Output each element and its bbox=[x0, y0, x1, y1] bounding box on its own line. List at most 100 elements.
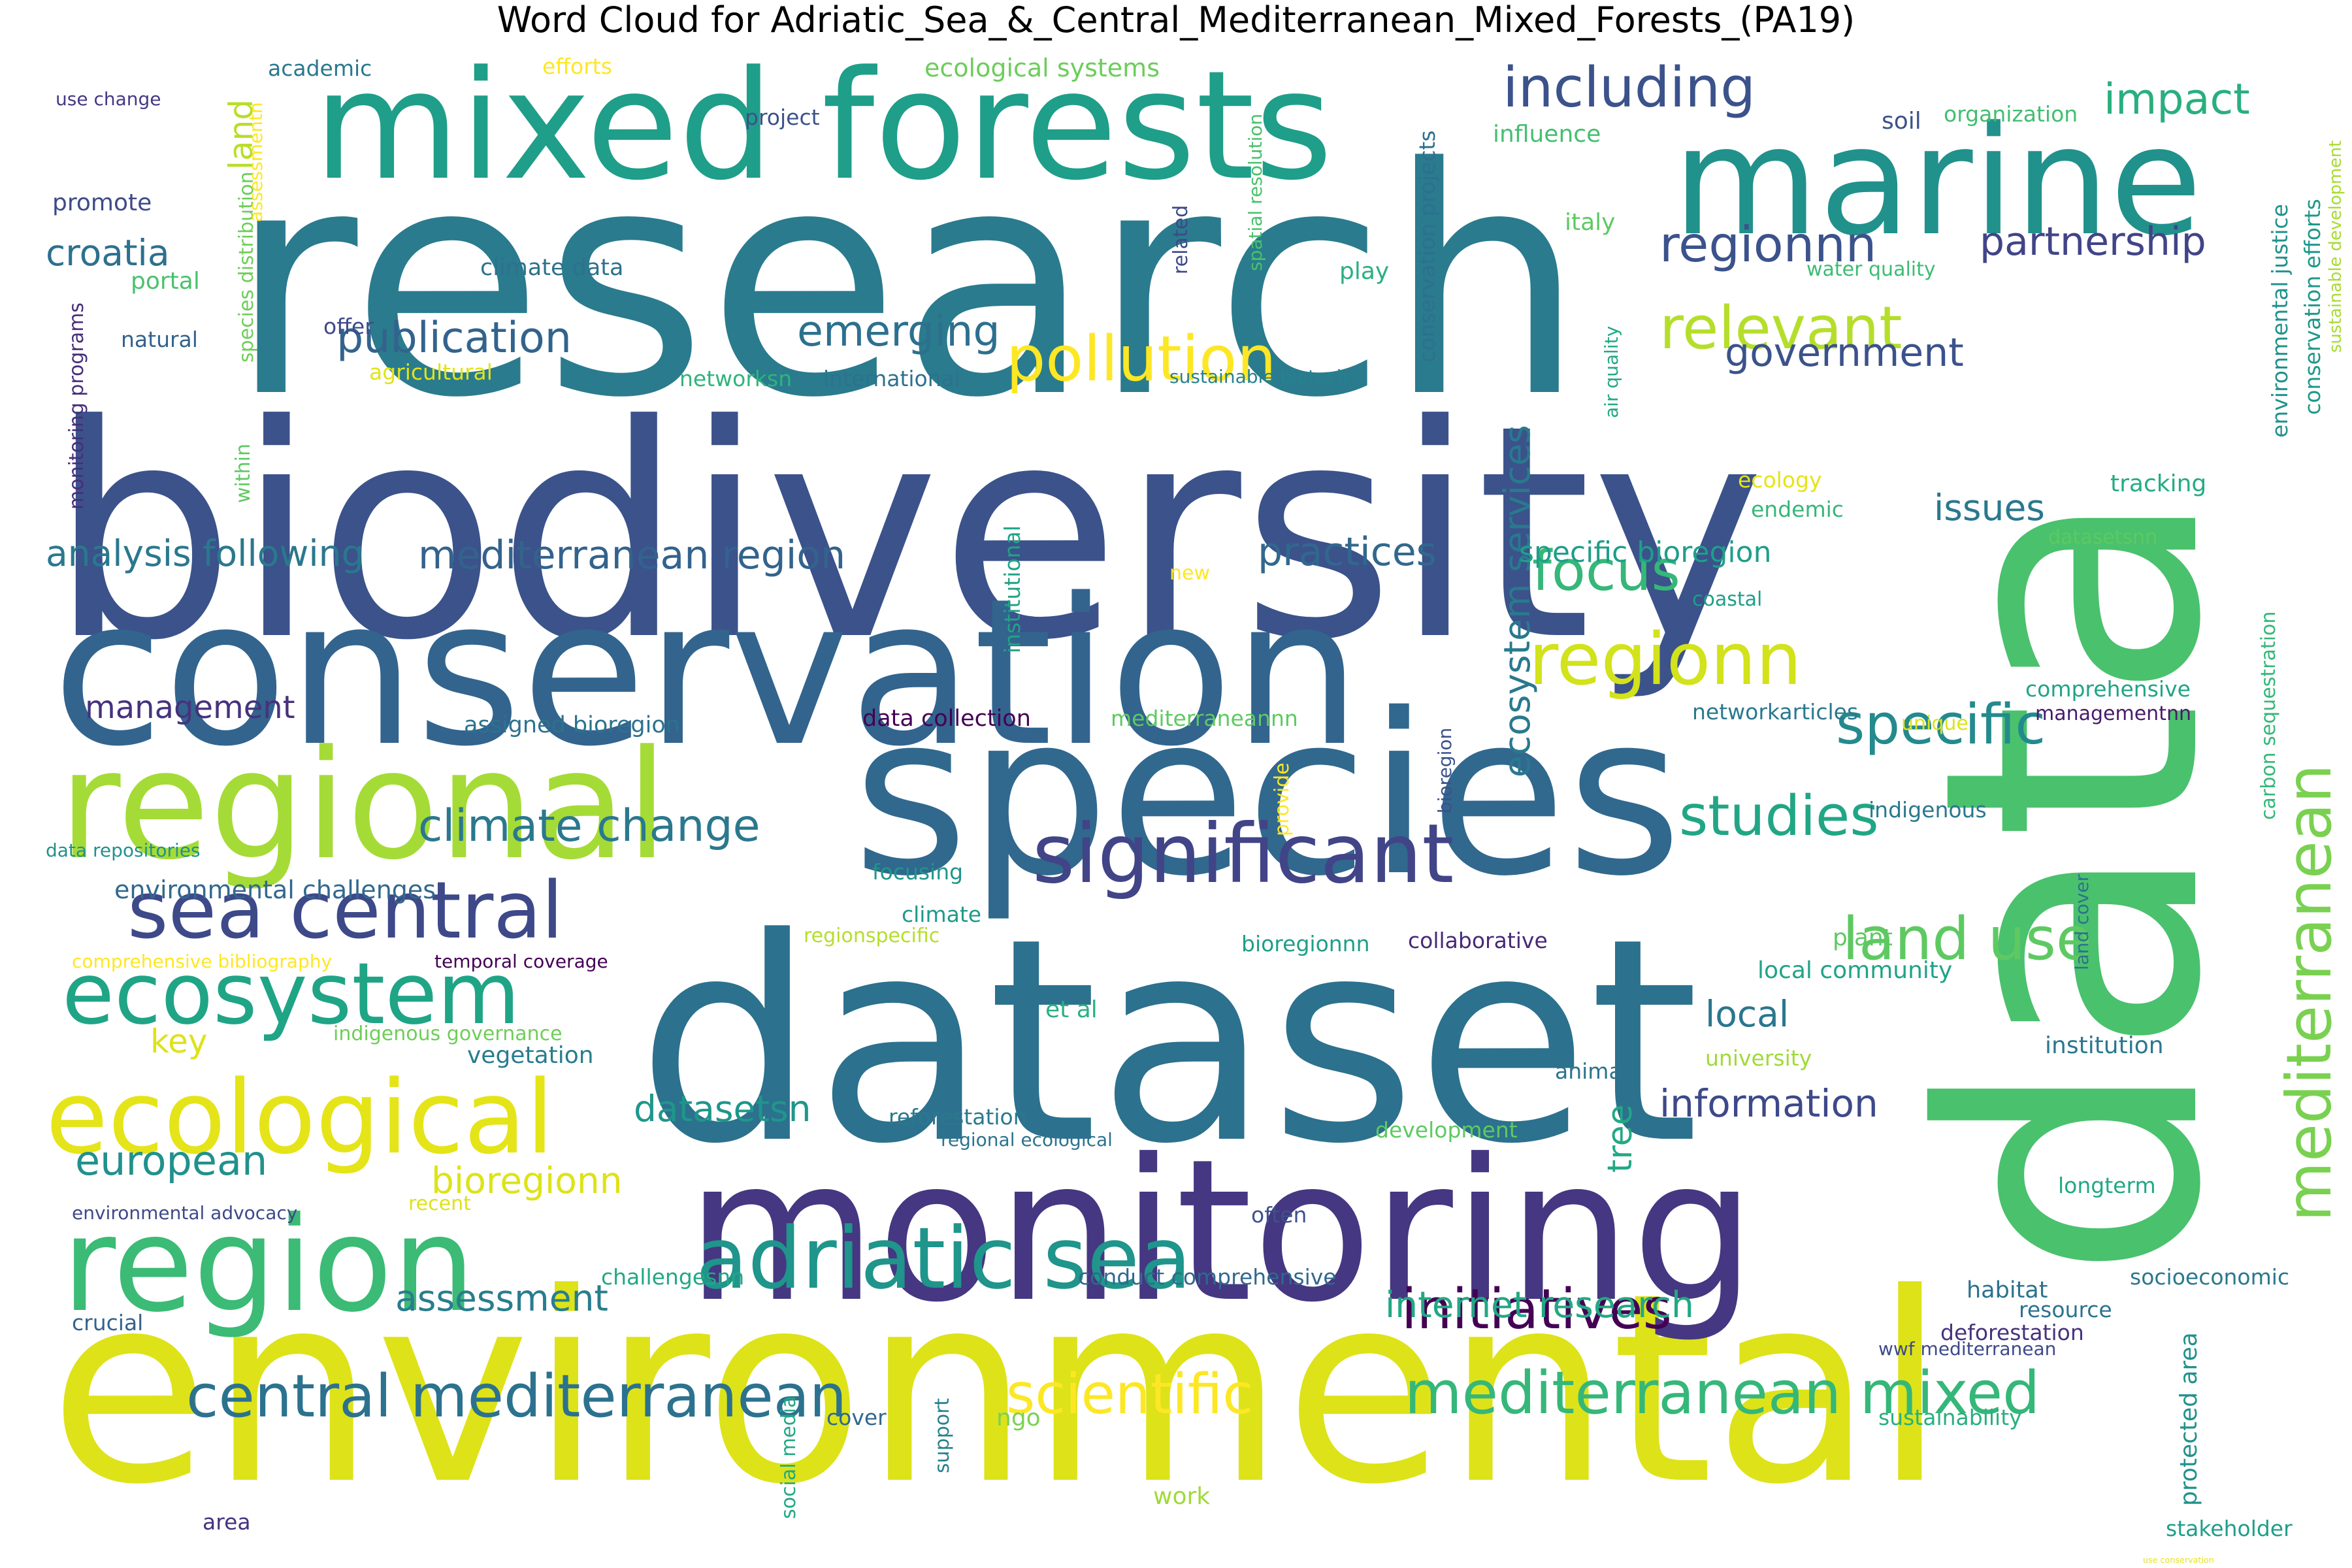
word-vegetation: vegetation bbox=[467, 1042, 594, 1069]
word-work: work bbox=[1153, 1483, 1210, 1510]
word-ecosystem: ecosystem bbox=[62, 944, 520, 1043]
word-conservation-efforts: conservation efforts bbox=[2300, 199, 2325, 415]
word-data-repositories: data repositories bbox=[46, 840, 201, 861]
word-local-community: local community bbox=[1757, 957, 1952, 984]
word-pollution: pollution bbox=[1006, 323, 1276, 395]
word-data: data bbox=[1869, 486, 2279, 1281]
word-impact: impact bbox=[2104, 75, 2250, 124]
word-significant: significant bbox=[1032, 807, 1454, 902]
word-use-change: use change bbox=[56, 88, 161, 110]
word-recent: recent bbox=[408, 1192, 471, 1215]
word-unique: unique bbox=[1901, 712, 1968, 735]
word-sustainable-development: sustainable development bbox=[2326, 140, 2345, 353]
word-sustainable-biotech: sustainable biotech bbox=[1169, 366, 1348, 387]
word-mediterraneannn: mediterraneannn bbox=[1111, 706, 1298, 731]
word-land: land bbox=[222, 99, 260, 170]
word-regionnn: regionnn bbox=[1659, 216, 1876, 273]
word-promote: promote bbox=[52, 189, 152, 216]
word-offer: offer bbox=[323, 314, 374, 339]
word-efforts: efforts bbox=[542, 54, 612, 79]
word-tree: tree bbox=[1601, 1104, 1640, 1173]
word-analysis-following: analysis following bbox=[46, 532, 364, 574]
word-networkarticles: networkarticles bbox=[1692, 699, 1858, 725]
word-adriatic-sea: adriatic sea bbox=[696, 1209, 1192, 1308]
word-ecological-systems: ecological systems bbox=[924, 54, 1160, 82]
word-studies: studies bbox=[1679, 784, 1879, 849]
word-issues: issues bbox=[1934, 487, 2045, 529]
word-publication: publication bbox=[336, 314, 572, 363]
word-management: management bbox=[85, 689, 295, 726]
word-assessment: assessment bbox=[395, 1277, 608, 1319]
word-natural: natural bbox=[121, 327, 198, 352]
word-sea-central: sea central bbox=[127, 866, 563, 956]
word-key: key bbox=[150, 1022, 208, 1060]
word-conservation-projects: conservation projects bbox=[1414, 131, 1440, 363]
word-university: university bbox=[1705, 1045, 1812, 1071]
word-species-distribution: species distribution bbox=[235, 171, 258, 363]
word-spatial-resolution: spatial resolution bbox=[1245, 114, 1266, 271]
word-local: local bbox=[1705, 993, 1789, 1035]
word-data-collection: data collection bbox=[862, 706, 1031, 732]
word-social-media: social media bbox=[777, 1396, 800, 1519]
word-dataset: dataset bbox=[637, 879, 1699, 1205]
word-land-cover: land cover bbox=[2071, 874, 2093, 970]
word-land-use: land use bbox=[1842, 905, 2092, 973]
word-animal: animal bbox=[1555, 1058, 1628, 1084]
word-central-mediterranean: central mediterranean bbox=[186, 1362, 847, 1431]
word-challengesnn: challengesnn bbox=[601, 1264, 744, 1290]
word-regional: regional bbox=[59, 719, 668, 893]
word-plant: plant bbox=[1833, 924, 1893, 951]
word-academic: academic bbox=[268, 56, 372, 81]
word-monitoring-programs: monitoring programs bbox=[65, 302, 88, 510]
word-longterm: longterm bbox=[2058, 1173, 2156, 1198]
word-marine: marine bbox=[1673, 95, 2202, 269]
word-environmental-advocacy: environmental advocacy bbox=[72, 1202, 297, 1224]
word-cover: cover bbox=[826, 1405, 887, 1430]
word-portal: portal bbox=[131, 268, 200, 295]
word-croatia: croatia bbox=[46, 232, 170, 274]
word-managementnn: managementnn bbox=[2035, 702, 2191, 725]
word-bioregionnn: bioregionnn bbox=[1241, 931, 1370, 956]
word-institutional: institutional bbox=[1000, 525, 1025, 653]
word-water-quality: water quality bbox=[1806, 258, 1936, 281]
word-environmental-justice: environmental justice bbox=[2267, 204, 2293, 438]
word-area: area bbox=[203, 1509, 251, 1535]
word-habitat: habitat bbox=[1967, 1277, 2048, 1303]
word-institution: institution bbox=[2045, 1032, 2164, 1059]
word-initiatives: initiatives bbox=[1401, 1277, 1672, 1342]
word-information: information bbox=[1659, 1081, 1878, 1126]
word-development: development bbox=[1375, 1117, 1518, 1143]
word-partnership: partnership bbox=[1980, 219, 2206, 265]
word-practices: practices bbox=[1258, 529, 1437, 575]
word-mediterranean-region: mediterranean region bbox=[418, 532, 845, 578]
word-carbon-sequestration: carbon sequestration bbox=[2257, 612, 2280, 820]
word-environmental-challenges: environmental challenges bbox=[114, 875, 436, 904]
word-sustainability: sustainability bbox=[1878, 1405, 2022, 1430]
word-influence: influence bbox=[1493, 121, 1601, 148]
word-mediterranean: mediterranean bbox=[2274, 764, 2345, 1222]
word-networksn: networksn bbox=[679, 366, 792, 391]
word-region: region bbox=[62, 1189, 476, 1341]
word-endemic: endemic bbox=[1751, 497, 1844, 522]
word-biodiversity: biodiversity bbox=[49, 363, 1765, 705]
word-resource: resource bbox=[2019, 1297, 2112, 1322]
word-assessmentn: assessmentn bbox=[245, 102, 267, 222]
word-ecological: ecological bbox=[46, 1058, 554, 1177]
word-including: including bbox=[1503, 56, 1756, 120]
word-soil: soil bbox=[1882, 108, 1921, 135]
word-organization: organization bbox=[1944, 101, 2078, 127]
word-relevant: relevant bbox=[1659, 294, 1903, 363]
word-datasetsnn: datasetsnn bbox=[2048, 526, 2157, 549]
word-mixed-forests: mixed forests bbox=[314, 39, 1333, 214]
word-italy: italy bbox=[1565, 209, 1615, 236]
word-conduct-comprehensive: conduct comprehensive bbox=[1078, 1264, 1337, 1290]
word-regionn: regionn bbox=[1529, 617, 1802, 701]
chart-title: Word Cloud for Adriatic_Sea_&_Central_Me… bbox=[497, 0, 1855, 41]
word-tracking: tracking bbox=[2110, 470, 2206, 497]
word-reforestation: reforestation bbox=[889, 1104, 1027, 1130]
word-european: european bbox=[75, 1137, 267, 1184]
word-wwf-mediterranean: wwf mediterranean bbox=[1878, 1338, 2056, 1360]
word-species: species bbox=[853, 666, 1682, 925]
word-within: within bbox=[232, 444, 255, 503]
